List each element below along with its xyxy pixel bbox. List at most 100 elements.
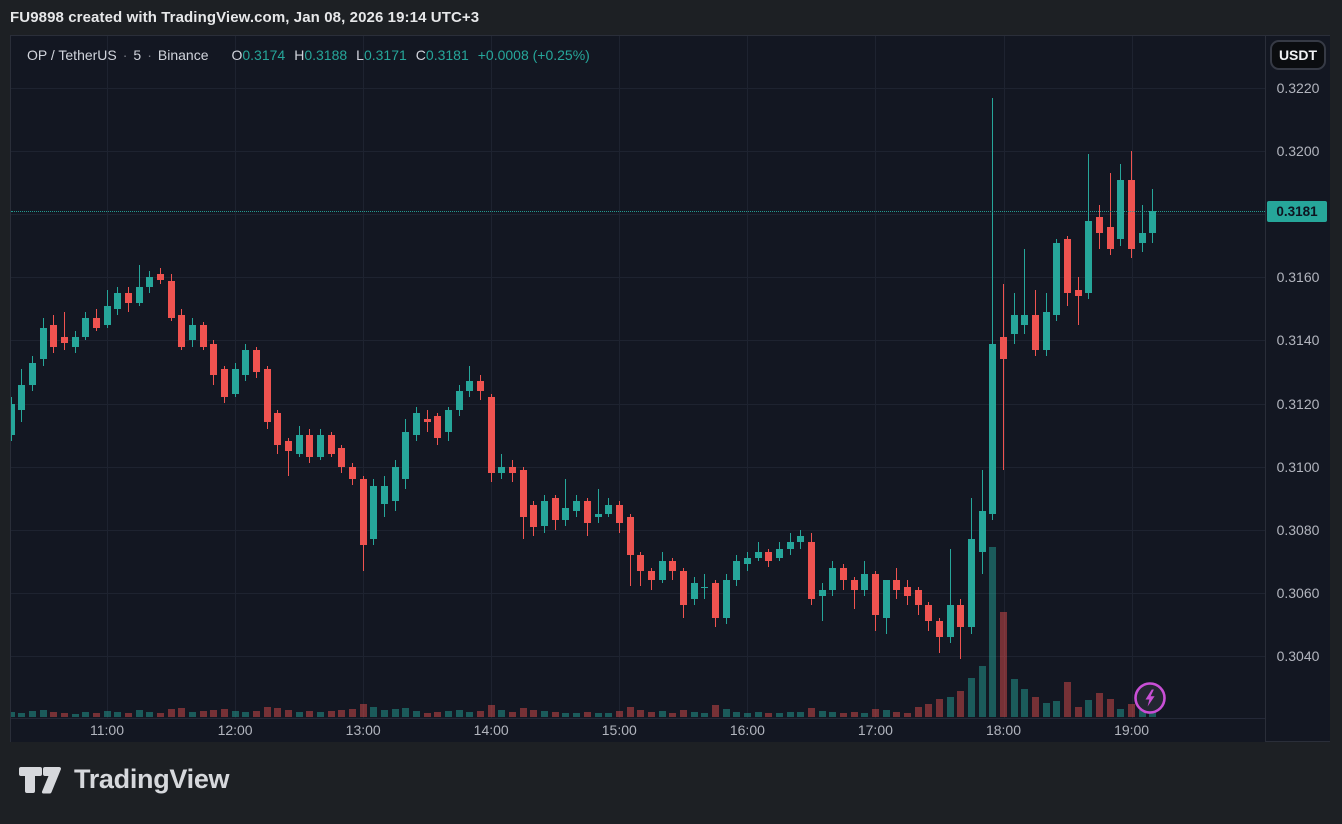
candle-body [317,435,324,458]
price-tick-label: 0.3100 [1276,458,1320,475]
volume-bar [487,705,495,717]
candle-wick [1077,277,1079,325]
volume-bar [11,712,15,717]
candle-body [871,573,879,615]
candle-body [541,501,549,527]
volume-bar [434,712,442,717]
time-tick-label: 15:00 [601,722,637,738]
h-gridline [11,214,1265,216]
candle-body [551,498,559,521]
candle-body [594,513,602,518]
candle-body [754,551,762,559]
candle-body [423,419,431,423]
volume-bar [903,713,911,717]
candle-body [295,435,303,454]
candle-body [114,293,122,309]
candle-body [156,274,164,281]
h-gridline [11,655,1265,657]
interval-label[interactable]: 5 [133,47,142,63]
volume-bar [135,710,143,717]
candle-body [936,621,943,637]
candle-body [1128,179,1136,249]
candle-wick [1024,248,1026,335]
candle-body [690,583,698,600]
ohlc-values: O0.3174 H0.3188 L0.3171 C0.3181 [222,47,468,63]
candle-body [562,507,570,521]
legend-separator: · [122,47,128,63]
candle-body [850,580,858,590]
volume-bar [103,711,111,717]
time-axis[interactable]: 11:00 12:00 13:00 14:00 15:00 16:00 17:00 18:00… [11,718,1265,742]
volume-bar [1064,682,1071,717]
volume-bar [583,712,591,717]
volume-bar [466,712,474,717]
candle-body [253,349,260,372]
legend-separator: · [147,47,152,63]
h-gridline [11,277,1265,279]
h-gridline [11,403,1265,405]
candle-body [285,441,292,451]
h-gridline [11,151,1265,153]
volume-bar [1096,693,1103,717]
candle-body [839,567,847,581]
volume-bar [1021,689,1029,717]
candle-wick [288,438,289,477]
candle-body [978,510,986,552]
volume-bar [562,713,570,717]
exchange-label[interactable]: Binance [157,47,209,63]
symbol-title[interactable]: OP / TetherUS [27,47,117,63]
v-gridline [619,36,621,718]
candle-body [914,589,922,606]
currency-toggle-button[interactable]: USDT [1270,40,1326,70]
volume-bar [626,707,634,717]
candle-body [1042,312,1050,350]
volume-bar [957,691,965,717]
candle-body [658,561,666,581]
volume-bar [1106,699,1114,717]
volume-bar [807,708,815,717]
tradingview-logo[interactable]: TradingView [18,764,230,795]
chart-pane[interactable]: OP / TetherUS · 5 · Binance O0.3174 H0.3188 L0.… [11,36,1265,718]
candle-body [807,542,815,600]
candle-body [605,504,613,514]
candle-wick [757,542,759,562]
candle-body [274,413,282,445]
volume-bar [722,709,730,717]
candle-body [818,589,826,596]
volume-bar [1128,704,1136,717]
candle-body [71,337,79,347]
volume-bar [647,712,655,717]
volume-bar [188,712,196,717]
candle-body [498,466,506,473]
candle-body [1117,179,1125,240]
ohlc-value: 0.3174 [242,47,286,63]
volume-bar [605,713,613,717]
volume-bar [882,710,890,717]
volume-bar [60,713,68,717]
candle-body [509,466,517,473]
volume-bar [743,713,751,717]
volume-bar [733,712,741,717]
candle-body [349,466,356,480]
candle-body [466,381,474,391]
h-gridline [11,88,1265,89]
candle-body [1138,233,1146,243]
v-gridline [1003,36,1005,718]
volume-bar [765,713,773,717]
price-axis[interactable]: USDT 0.3220 0.3200 0.3160 0.3140 0.3120 0.310… [1265,36,1330,741]
candle-body [146,277,154,287]
candle-body [306,435,314,458]
candle-body [701,586,709,588]
candle-body [1010,315,1018,335]
candle-body [711,583,719,618]
volume-bar [968,678,975,717]
volume-bar [295,712,303,717]
candle-body [92,318,100,328]
candle-body [28,362,36,385]
change-label: +0.0008 (+0.25%) [477,47,590,63]
candle-body [786,542,794,549]
volume-bar [402,708,410,717]
candle-body [1106,226,1114,249]
volume-bar [285,710,292,717]
lightning-icon[interactable] [1133,681,1167,715]
